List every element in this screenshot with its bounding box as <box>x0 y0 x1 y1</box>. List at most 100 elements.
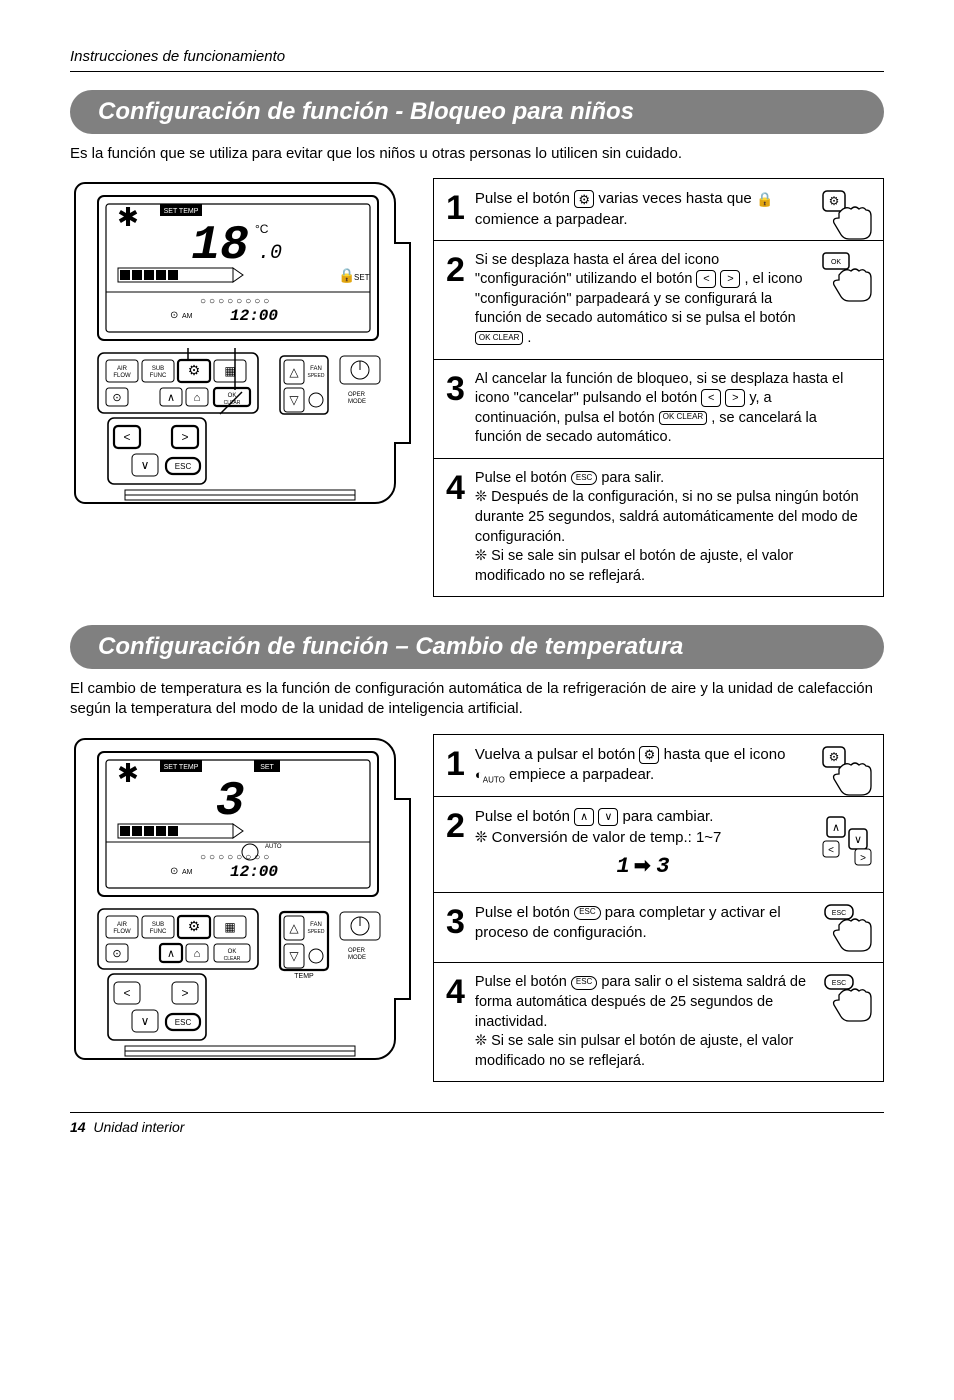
svg-text:ESC: ESC <box>832 910 846 917</box>
svg-text:OK: OK <box>831 259 841 266</box>
step-2: 2 Pulse el botón ∧ ∨ para cambiar. Conve… <box>434 797 883 892</box>
right-icon: > <box>720 270 740 288</box>
svg-text:ESC: ESC <box>175 1018 192 1027</box>
hand-icon: OK <box>821 251 873 303</box>
section1-intro: Es la función que se utiliza para evitar… <box>70 144 884 164</box>
svg-text:⚙: ⚙ <box>829 750 840 764</box>
step-1: 1 Vuelva a pulsar el botón ⚙ hasta que e… <box>434 735 883 798</box>
step-num: 4 <box>446 469 465 586</box>
svg-text:FLOW: FLOW <box>113 929 131 935</box>
step-text: varias veces hasta que <box>598 190 756 207</box>
hand-icon: ∧ ∨ < > <box>821 815 873 867</box>
svg-text:CLEAR: CLEAR <box>224 956 241 962</box>
gear-icon: ⚙ <box>574 190 594 208</box>
hand-icon: ESC <box>821 973 873 1025</box>
step-num: 1 <box>446 189 465 230</box>
svg-text:<: < <box>828 845 834 856</box>
svg-text:ESC: ESC <box>832 980 846 987</box>
svg-text:○○○○○○○○: ○○○○○○○○ <box>200 852 272 863</box>
step-num: 3 <box>446 903 465 953</box>
svg-text:SET: SET <box>260 764 274 771</box>
step-text: hasta que el icono <box>664 746 786 763</box>
up-icon: ∧ <box>574 808 594 826</box>
step-num: 3 <box>446 370 465 448</box>
svg-text:3: 3 <box>216 775 245 829</box>
svg-text:SET TEMP: SET TEMP <box>164 764 199 771</box>
svg-text:▦: ▦ <box>224 920 235 934</box>
section2-steps: 1 Vuelva a pulsar el botón ⚙ hasta que e… <box>433 734 884 1083</box>
svg-text:AIR: AIR <box>117 922 128 928</box>
step-num: 2 <box>446 807 465 881</box>
svg-text:∧: ∧ <box>167 948 175 960</box>
step-text: Al cancelar la función de bloqueo, si se… <box>475 371 843 407</box>
step-text: Si se desplaza hasta el área del icono "… <box>475 252 719 288</box>
svg-text:12:00: 12:00 <box>230 307 278 325</box>
divider <box>70 71 884 72</box>
note: Si se sale sin pulsar el botón de ajuste… <box>475 1033 793 1069</box>
step-1: 1 Pulse el botón ⚙ varias veces hasta qu… <box>434 179 883 241</box>
svg-text:MODE: MODE <box>348 399 366 405</box>
svg-text:SUB: SUB <box>152 922 164 928</box>
step-num: 4 <box>446 973 465 1071</box>
svg-text:SET TEMP: SET TEMP <box>164 208 199 215</box>
left-icon: < <box>696 270 716 288</box>
svg-text:AIR: AIR <box>117 366 128 372</box>
step-2: 2 Si se desplaza hasta el área del icono… <box>434 241 883 360</box>
step-text: Pulse el botón <box>475 904 574 921</box>
step-3: 3 Al cancelar la función de bloqueo, si … <box>434 360 883 459</box>
step-text: . <box>527 330 531 346</box>
left-icon: < <box>701 389 721 407</box>
ok-icon: OK CLEAR <box>659 411 707 425</box>
svg-text:SPEED: SPEED <box>308 373 325 379</box>
svg-text:MODE: MODE <box>348 955 366 961</box>
svg-text:⚙: ⚙ <box>188 362 201 378</box>
svg-text:18: 18 <box>191 219 249 273</box>
svg-text:°C: °C <box>255 222 269 236</box>
step-text: Pulse el botón <box>475 470 571 486</box>
hand-icon: ⚙ <box>821 745 873 797</box>
svg-text:FAN: FAN <box>310 922 322 928</box>
svg-text:FAN: FAN <box>310 366 322 372</box>
svg-text:<: < <box>123 986 130 1000</box>
svg-text:∧: ∧ <box>167 392 175 404</box>
step-text: Pulse el botón <box>475 974 571 990</box>
svg-text:⚙: ⚙ <box>829 194 840 208</box>
svg-text:AUTO: AUTO <box>265 844 282 850</box>
footer-label: Unidad interior <box>93 1119 184 1135</box>
section2-title: Configuración de función – Cambio de tem… <box>70 625 884 669</box>
svg-text:FUNC: FUNC <box>150 373 167 379</box>
svg-text:⚙: ⚙ <box>188 918 201 934</box>
auto-icon: ◐AUTO <box>475 767 505 782</box>
svg-text:<: < <box>123 430 130 444</box>
breadcrumb: Instrucciones de funcionamiento <box>70 48 884 65</box>
note: Conversión de valor de temp.: 1~7 <box>475 829 721 846</box>
step-4: 4 Pulse el botón ESC para salir. Después… <box>434 459 883 596</box>
svg-text:.0: .0 <box>258 242 282 265</box>
svg-text:✱: ✱ <box>117 758 139 788</box>
footer: 14 Unidad interior <box>70 1112 884 1135</box>
note: Después de la configuración, si no se pu… <box>475 489 859 544</box>
step-text: para salir. <box>601 470 664 486</box>
svg-text:>: > <box>860 853 866 864</box>
down-icon: ∨ <box>598 808 618 826</box>
svg-text:⊙: ⊙ <box>112 948 121 960</box>
section1-steps: 1 Pulse el botón ⚙ varias veces hasta qu… <box>433 178 884 597</box>
section2-intro: El cambio de temperatura es la función d… <box>70 679 884 720</box>
svg-text:🔒: 🔒 <box>338 267 355 284</box>
device-illustration-1: ✱ SET TEMP 18 °C .0 🔒 SET ○○○○○○○○ ⊙ AM <box>70 178 415 597</box>
svg-text:OPER: OPER <box>348 392 366 398</box>
svg-text:▦: ▦ <box>224 364 235 378</box>
svg-text:∨: ∨ <box>141 1014 150 1028</box>
right-icon: > <box>725 389 745 407</box>
esc-icon: ESC <box>571 471 597 485</box>
esc-icon: ESC <box>574 906 600 920</box>
svg-text:AM: AM <box>182 869 193 876</box>
lock-icon: 🔒 <box>756 190 773 209</box>
note: Si se sale sin pulsar el botón de ajuste… <box>475 548 793 584</box>
svg-text:FLOW: FLOW <box>113 373 131 379</box>
svg-text:SET: SET <box>354 273 370 282</box>
svg-text:⊙: ⊙ <box>170 310 178 321</box>
svg-text:△: △ <box>289 365 299 379</box>
svg-text:FUNC: FUNC <box>150 929 167 935</box>
svg-text:OK: OK <box>228 949 237 955</box>
